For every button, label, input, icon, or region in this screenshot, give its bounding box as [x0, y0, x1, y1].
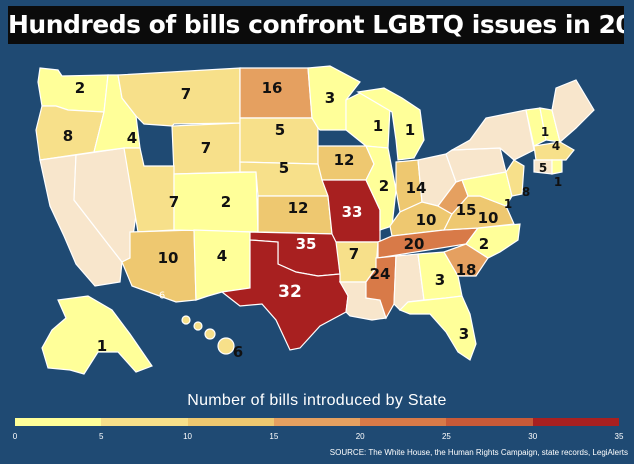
label-ia: 12 — [334, 151, 355, 169]
label-ks: 12 — [288, 199, 309, 217]
legend-tick-label: 5 — [99, 432, 104, 441]
label-va: 10 — [478, 209, 499, 227]
label-ar: 7 — [349, 245, 359, 263]
label-wv: 15 — [456, 201, 477, 219]
state-sc[interactable] — [443, 243, 489, 277]
label-ak: 1 — [97, 337, 107, 355]
legend-tick-label: 10 — [183, 432, 193, 441]
label-in: 14 — [406, 179, 427, 197]
source-note: SOURCE: The White House, the Human Right… — [329, 448, 628, 457]
label-az: 10 — [158, 249, 179, 267]
label-or: 8 — [63, 127, 73, 145]
label-ri: 1 — [554, 175, 562, 189]
legend-segment — [360, 418, 447, 426]
label-mo: 33 — [342, 203, 363, 221]
state-ak[interactable] — [41, 295, 153, 375]
label-nc: 2 — [479, 235, 489, 253]
label-ne: 5 — [279, 159, 289, 177]
label-ma: 5 — [539, 161, 547, 175]
state-ma[interactable] — [533, 141, 575, 161]
state-ri[interactable] — [551, 159, 563, 175]
label-wi: 1 — [373, 117, 383, 135]
legend-segment — [187, 418, 274, 426]
legend-color-scale — [15, 418, 619, 426]
state-il[interactable] — [365, 145, 397, 231]
label-nh: 4 — [552, 139, 560, 153]
state-mi[interactable] — [356, 87, 425, 161]
label-mt: 7 — [181, 85, 191, 103]
legend-segment — [532, 418, 619, 426]
legend-tick-label: 25 — [441, 432, 451, 441]
legend-tick-label: 30 — [528, 432, 538, 441]
legend-segment — [101, 418, 188, 426]
label-id: 4 — [127, 129, 137, 147]
legend-tick-label: 0 — [12, 432, 18, 441]
state-me[interactable] — [551, 79, 595, 144]
state-fl[interactable] — [398, 295, 477, 361]
label-nd: 16 — [262, 79, 283, 97]
label-ky: 10 — [416, 211, 437, 229]
legend-tick-label: 20 — [355, 432, 365, 441]
label-sd: 5 — [275, 121, 285, 139]
state-nj[interactable] — [505, 159, 525, 197]
label-ga: 3 — [435, 271, 445, 289]
state-co[interactable] — [173, 171, 259, 233]
label-tn: 20 — [404, 235, 425, 253]
state-tx[interactable] — [220, 239, 349, 351]
map-title: Hundreds of bills confront LGBTQ issues … — [8, 6, 624, 44]
label-nv-note: 6 — [159, 291, 165, 302]
label-md: 1 — [504, 197, 512, 211]
label-mi: 1 — [405, 121, 415, 139]
legend-segment — [446, 418, 533, 426]
legend-title: Number of bills introduced by State — [187, 392, 447, 409]
label-nj: 8 — [522, 185, 530, 199]
label-fl: 3 — [459, 325, 469, 343]
legend-segment — [15, 418, 102, 426]
legend-segment — [273, 418, 361, 426]
label-tx: 32 — [278, 282, 302, 302]
label-hi: 6 — [233, 343, 243, 361]
label-wa: 2 — [75, 79, 85, 97]
label-ms: 24 — [370, 265, 391, 283]
legend-tick-label: 35 — [614, 432, 624, 441]
label-ut: 7 — [169, 193, 179, 211]
state-hi[interactable] — [181, 315, 235, 355]
label-co: 2 — [221, 193, 231, 211]
label-vt: 1 — [541, 125, 549, 139]
label-nm: 4 — [217, 247, 227, 265]
label-wy: 7 — [201, 139, 211, 157]
legend-tick-label: 15 — [269, 432, 279, 441]
label-il: 2 — [379, 177, 389, 195]
label-ok: 35 — [296, 235, 317, 253]
label-sc: 18 — [456, 261, 477, 279]
label-mn: 3 — [325, 89, 335, 107]
